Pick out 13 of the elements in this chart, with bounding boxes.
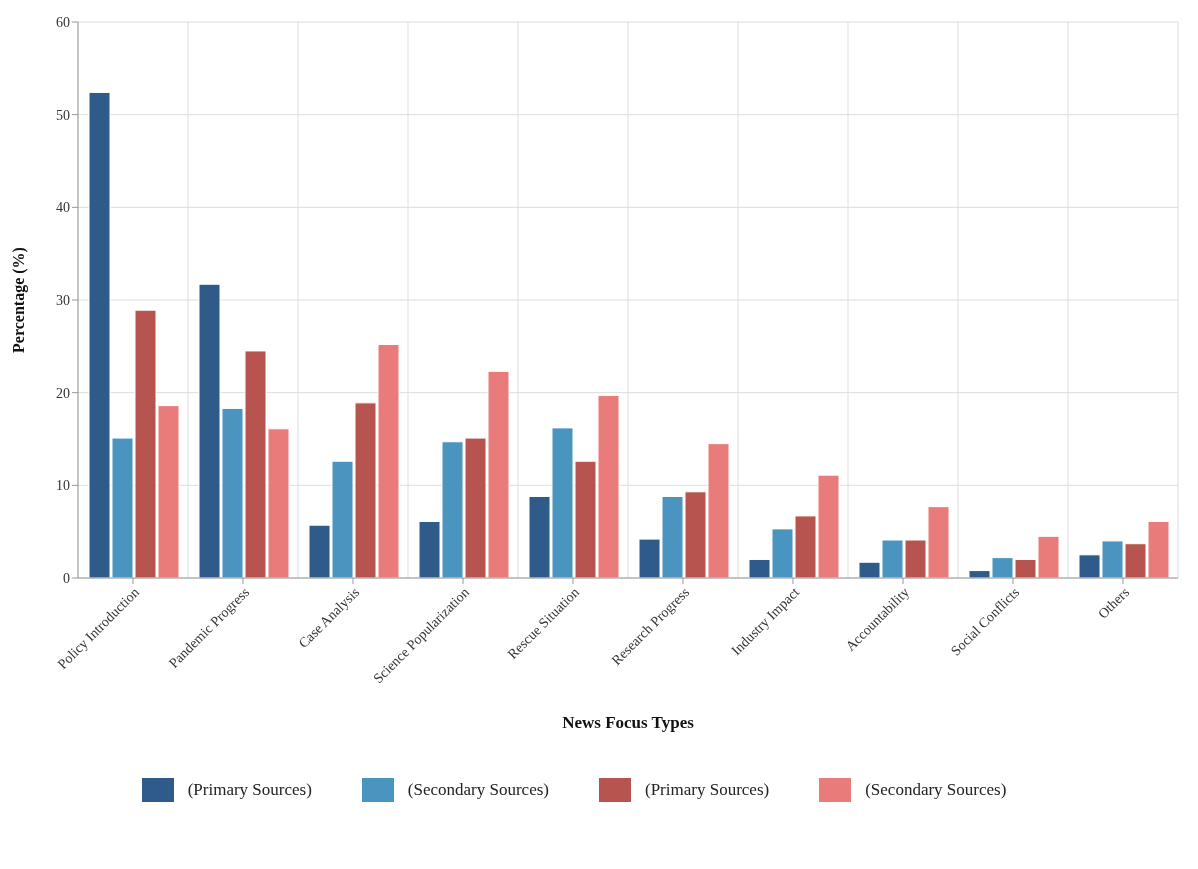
y-tick-label: 0 <box>63 570 70 586</box>
y-tick-label: 20 <box>56 385 70 401</box>
legend-label: (Primary Sources) <box>187 780 312 800</box>
y-axis-title: Percentage (%) <box>9 247 28 353</box>
y-tick-label: 50 <box>56 107 70 123</box>
y-tick-label: 10 <box>56 478 70 494</box>
legend-label: (Primary Sources) <box>645 780 770 800</box>
legend-label: (Secondary Sources) <box>407 780 549 800</box>
y-tick-label: 40 <box>56 200 70 216</box>
y-tick-label: 60 <box>56 14 70 30</box>
x-axis-title: News Focus Types <box>562 713 695 732</box>
legend-label: (Secondary Sources) <box>865 780 1007 800</box>
y-tick-label: 30 <box>56 292 70 308</box>
